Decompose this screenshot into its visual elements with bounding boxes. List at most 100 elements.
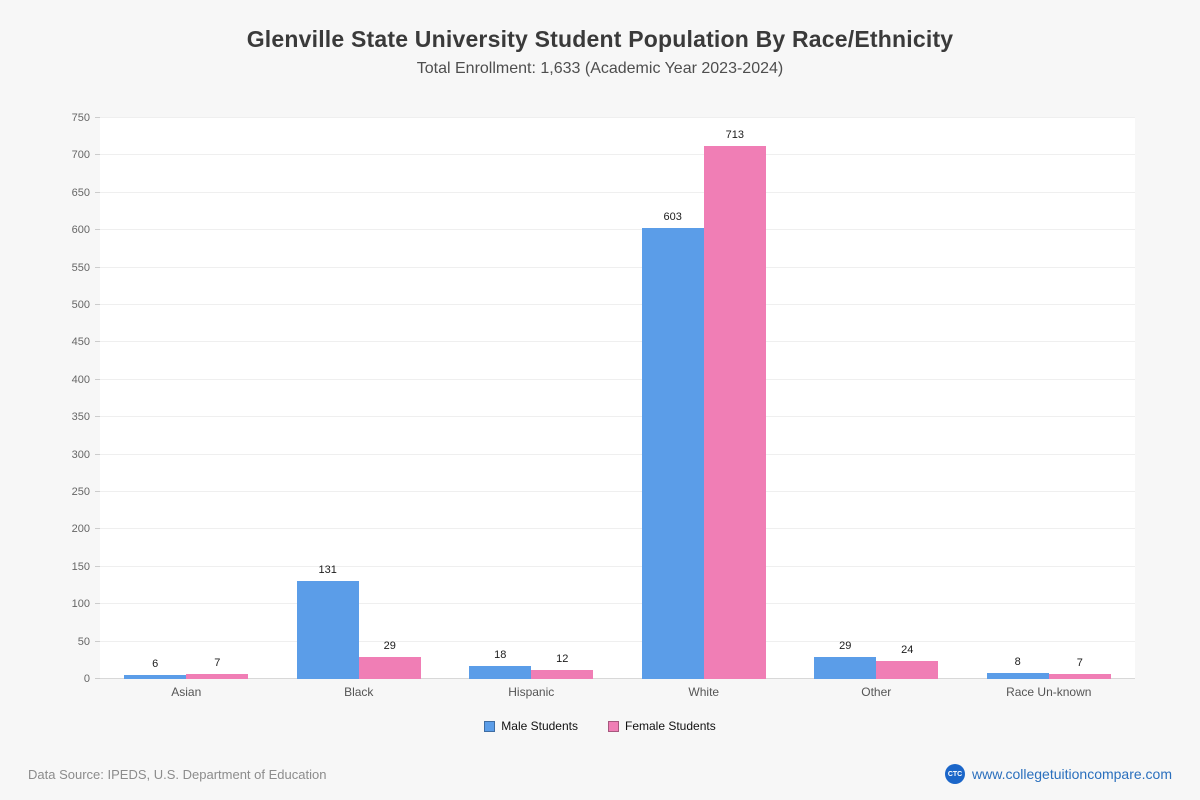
y-axis-tick-label: 700 (71, 149, 90, 162)
bar-value-label: 713 (725, 128, 744, 141)
y-axis-tick-label: 100 (71, 598, 90, 611)
bar-female-students-black: 29 (358, 640, 421, 679)
bar-female-students-asian: 7 (186, 657, 249, 679)
bar-value-label: 6 (152, 657, 159, 670)
bar-male-students-race-un-known: 8 (986, 656, 1049, 679)
bar-value-label: 7 (214, 656, 221, 669)
gridline (100, 603, 1135, 605)
bar-group-other: 29 24 (790, 118, 963, 679)
y-axis-tick-label: 400 (71, 373, 90, 386)
gridline (100, 304, 1135, 305)
bar-value-label: 24 (901, 644, 914, 657)
chart-subtitle: Total Enrollment: 1,633 (Academic Year 2… (416, 60, 784, 77)
bar-male-students-black: 131 (296, 564, 359, 679)
y-axis-tick (95, 229, 100, 231)
gridline (100, 378, 1135, 380)
bar-male-students-other: 29 (814, 640, 877, 679)
gridline (100, 640, 1135, 642)
gridline (100, 229, 1135, 231)
footer: Data Source: IPEDS, U.S. Department of E… (28, 764, 1172, 784)
y-axis-tick-label: 550 (71, 261, 90, 274)
x-axis-label-race-un-known: Race Un-known (1006, 685, 1092, 699)
y-axis-tick (95, 640, 100, 642)
x-axis-label-white: White (688, 685, 720, 699)
gridline (100, 416, 1135, 418)
y-axis-tick (95, 304, 100, 305)
y-axis-tick (95, 678, 100, 679)
gridline (100, 341, 1135, 343)
gridline (100, 565, 1135, 567)
y-axis-tick (95, 154, 100, 156)
gridline (100, 191, 1135, 193)
y-axis-tick-label: 650 (71, 186, 90, 199)
y-axis-tick (95, 266, 100, 268)
y-axis-tick-label: 450 (71, 336, 90, 349)
site-link[interactable]: www.collegetuitioncompare.com (972, 766, 1172, 782)
bar-value-label: 131 (318, 564, 337, 577)
y-axis-tick-label: 250 (71, 486, 90, 499)
bar-female-students-white: 713 (703, 129, 766, 679)
y-axis-tick-label: 300 (71, 448, 90, 461)
legend-label: Female Students (625, 719, 716, 733)
gridline (100, 117, 1135, 118)
legend-label: Male Students (501, 719, 578, 733)
y-axis-tick-label: 150 (71, 560, 90, 573)
y-axis-tick (95, 528, 100, 530)
bar-female-students-hispanic: 12 (531, 653, 594, 679)
bar-value-label: 29 (839, 640, 852, 653)
y-axis-tick-label: 0 (83, 673, 90, 685)
y-axis-tick-label: 600 (71, 224, 90, 237)
y-axis-tick (95, 341, 100, 343)
y-axis-tick (95, 378, 100, 380)
x-axis-label-hispanic: Hispanic (508, 685, 555, 699)
bar-female-students-race-un-known: 7 (1048, 657, 1111, 679)
y-axis-tick (95, 191, 100, 193)
bar-male-students-asian: 6 (124, 658, 187, 679)
legend-item-male-students: Male Students (484, 719, 578, 733)
gridline (100, 154, 1135, 156)
bar-value-label: 12 (556, 653, 569, 666)
bar-group-white: 603 713 (618, 118, 791, 679)
y-axis-tick (95, 453, 100, 455)
chart-title: Glenville State University Student Popul… (246, 26, 954, 52)
gridline (100, 491, 1135, 492)
bar-female-students-other: 24 (876, 644, 939, 679)
y-axis-tick (95, 491, 100, 492)
bar-value-label: 29 (383, 640, 396, 653)
x-axis: Asian Black Hispanic White Other Race Un-know… (100, 685, 1135, 703)
legend-marker-icon (484, 720, 496, 732)
x-axis-label-asian: Asian (171, 685, 202, 699)
bar-male-students-white: 603 (641, 211, 704, 679)
legend-item-female-students: Female Students (608, 719, 716, 733)
y-axis-tick (95, 565, 100, 567)
bar-value-label: 8 (1014, 656, 1021, 669)
bar-male-students-hispanic: 18 (469, 649, 532, 679)
x-axis-label-black: Black (344, 685, 374, 699)
y-axis-tick-label: 200 (71, 523, 90, 536)
x-axis-label-other: Other (861, 685, 892, 699)
data-source-text: Data Source: IPEDS, U.S. Department of E… (28, 766, 327, 782)
y-axis-tick (95, 416, 100, 418)
bar-group-hispanic: 18 12 (445, 118, 618, 679)
y-axis-tick (95, 603, 100, 605)
plot-area: 6 7 131 29 18 12 603 713 29 24 8 7 (95, 117, 1136, 679)
gridline (100, 528, 1135, 530)
bar-value-label: 603 (663, 210, 682, 223)
legend-marker-icon (608, 720, 619, 732)
legend: Male Students Female Students (0, 719, 1200, 733)
collegetuitioncompare-logo-icon: CTC (945, 764, 966, 784)
y-axis-tick-label: 350 (71, 411, 90, 424)
y-axis-tick-label: 500 (71, 299, 90, 312)
site-credit: CTC www.collegetuitioncompare.com (945, 764, 1172, 784)
bar-value-label: 7 (1076, 656, 1083, 669)
bar-value-label: 18 (494, 648, 507, 661)
gridline (100, 678, 1135, 679)
bar-group-black: 131 29 (273, 118, 446, 679)
y-axis: 0 50 100 150 200 250 300 350 400 450 500 550 600 650 7… (0, 112, 92, 685)
y-axis-tick-label: 750 (71, 112, 90, 124)
y-axis-tick (95, 117, 100, 118)
gridline (100, 266, 1135, 268)
y-axis-tick-label: 50 (77, 635, 90, 648)
